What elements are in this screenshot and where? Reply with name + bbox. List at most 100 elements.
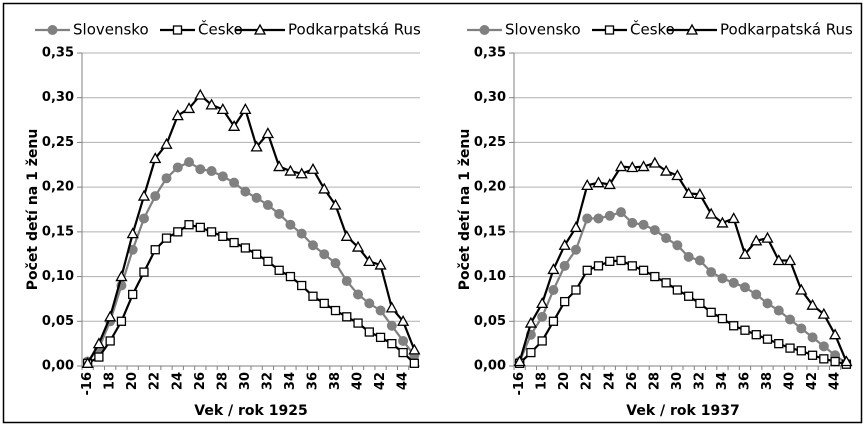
- marker: [263, 256, 273, 267]
- marker: [537, 336, 547, 346]
- marker: [285, 219, 296, 230]
- marker: [604, 210, 615, 221]
- y-tick-label: 0,35: [42, 46, 74, 61]
- chart: 0,00 0,05 0,10 0,15 0,20 0,25 0,30 0,35 -16 18 20 2…: [25, 20, 421, 420]
- marker: [807, 350, 818, 360]
- marker: [353, 289, 364, 300]
- marker: [94, 352, 104, 362]
- marker: [340, 229, 353, 241]
- marker: [139, 267, 149, 277]
- marker: [353, 318, 363, 328]
- marker: [592, 176, 605, 188]
- marker: [806, 298, 819, 310]
- marker: [785, 314, 796, 325]
- marker: [363, 255, 376, 267]
- marker: [513, 355, 526, 367]
- x-tick-label: 34: [283, 372, 298, 390]
- y-tick-label: 0,10: [42, 269, 74, 284]
- marker: [649, 225, 660, 236]
- marker: [727, 212, 740, 224]
- marker: [627, 217, 638, 228]
- marker: [240, 243, 251, 253]
- marker: [560, 296, 570, 307]
- x-axis-title: Vek / rok 1925: [194, 403, 307, 419]
- marker: [627, 261, 637, 271]
- marker: [840, 355, 853, 367]
- marker: [206, 166, 217, 177]
- y-tick-label: 0,20: [474, 180, 506, 195]
- marker: [173, 227, 183, 237]
- marker: [375, 332, 386, 343]
- marker: [738, 247, 752, 259]
- marker: [253, 23, 267, 35]
- y-tick-label: 0,05: [42, 314, 74, 329]
- y-tick-label: 0,25: [474, 135, 506, 150]
- marker: [558, 238, 571, 250]
- marker: [184, 157, 195, 168]
- marker: [261, 127, 275, 139]
- marker: [616, 207, 627, 218]
- marker: [751, 289, 762, 300]
- marker: [81, 356, 94, 368]
- marker: [319, 249, 330, 260]
- marker: [47, 25, 58, 35]
- marker: [661, 278, 671, 288]
- marker: [115, 270, 128, 282]
- marker: [307, 240, 318, 251]
- marker: [616, 255, 626, 266]
- x-tick-label: 30: [670, 372, 685, 390]
- marker: [603, 178, 616, 190]
- y-tick-label: 0,00: [474, 359, 506, 374]
- marker: [818, 341, 829, 352]
- marker: [138, 213, 149, 224]
- y-tick-label: 0,35: [474, 46, 506, 61]
- marker: [795, 283, 808, 295]
- y-tick-label: 0,10: [474, 269, 506, 284]
- marker: [205, 98, 218, 110]
- marker: [672, 285, 683, 295]
- marker: [239, 103, 252, 114]
- marker: [524, 316, 538, 328]
- marker: [750, 234, 763, 246]
- marker: [830, 356, 840, 367]
- x-tick-label: 28: [215, 372, 230, 390]
- marker: [308, 291, 318, 301]
- marker: [216, 103, 229, 114]
- marker: [251, 192, 262, 203]
- marker: [716, 216, 729, 228]
- marker: [396, 314, 410, 326]
- marker: [92, 337, 106, 349]
- marker: [408, 343, 421, 355]
- marker: [593, 261, 604, 271]
- marker: [171, 109, 184, 121]
- marker: [296, 228, 307, 239]
- marker: [330, 305, 341, 316]
- marker: [604, 25, 615, 35]
- legend-label: Česko: [198, 20, 243, 39]
- marker: [762, 298, 773, 309]
- marker: [548, 316, 559, 326]
- marker: [582, 213, 593, 224]
- marker: [319, 298, 329, 309]
- marker: [206, 227, 217, 237]
- x-tick-label: 44: [828, 372, 843, 390]
- x-tick-label: 38: [328, 372, 343, 390]
- x-tick-label: 44: [396, 372, 411, 390]
- marker: [817, 307, 830, 319]
- y-tick-label: 0,05: [474, 314, 506, 329]
- x-tick-label: 36: [305, 372, 320, 390]
- y-axis-title: Počet detí na 1 ženu: [25, 129, 41, 291]
- marker: [306, 162, 320, 174]
- marker: [796, 323, 807, 334]
- legend-label: Podkarpatská Rus: [288, 21, 421, 39]
- marker: [285, 271, 296, 282]
- marker: [330, 258, 341, 269]
- x-tick-label: 22: [148, 372, 163, 390]
- marker: [536, 297, 549, 309]
- marker: [807, 332, 818, 343]
- marker: [751, 330, 761, 340]
- chart: 0,00 0,05 0,10 0,15 0,20 0,25 0,30 0,35 -16 18 20 2…: [457, 20, 853, 420]
